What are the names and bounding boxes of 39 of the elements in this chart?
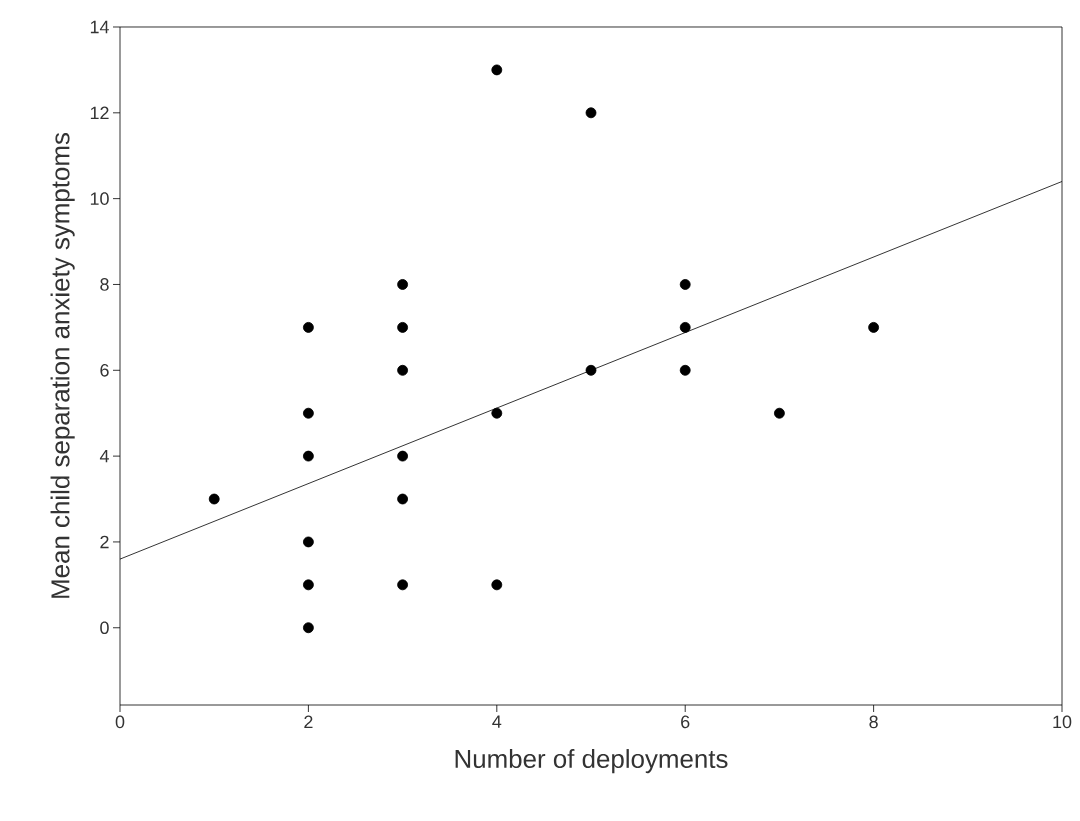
point [585,107,597,119]
point [397,364,409,376]
x-tick-label: 0 [115,715,125,729]
y-tick-label: 14 [90,20,109,34]
point [303,622,314,634]
y-tick-label: 8 [100,278,109,291]
y-tick-label: 6 [100,363,109,377]
point [303,321,314,333]
x-tick-label: 8 [869,715,878,729]
point [397,493,409,505]
point [208,493,220,505]
x-tick-label: 4 [492,715,502,728]
point [397,321,409,333]
point [491,579,503,591]
y-tick-label: 10 [90,192,109,205]
x-axis-title: Number of deployments [455,749,728,774]
point [303,536,314,548]
y-tick-label: 12 [90,106,109,120]
point [491,64,503,76]
y-tick-label: 4 [99,449,109,463]
point [585,364,597,376]
point [397,279,409,290]
x-tick-label: 10 [1053,715,1072,729]
point [774,407,785,419]
x-tick-label: 2 [304,715,313,729]
y-tick-label: 2 [100,535,109,549]
point [303,407,314,419]
y-tick-label: 0 [100,621,109,635]
x-tick-label: 6 [681,715,690,729]
point [868,321,880,333]
point [397,450,409,462]
point [679,321,691,333]
point [397,579,409,591]
point [303,450,314,462]
point [679,279,691,290]
point [491,407,503,419]
y-axis-title: Mean child separation anxiety symptoms [50,133,75,598]
point [679,364,691,376]
point [303,579,314,591]
